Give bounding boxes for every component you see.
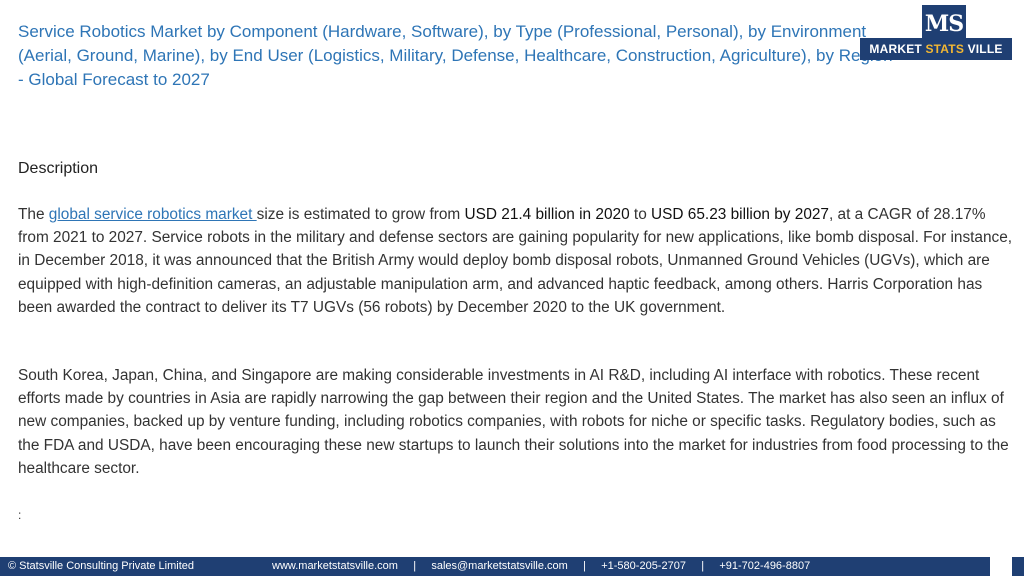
paragraph-prefix: The <box>18 206 49 223</box>
logo-monogram: MS <box>922 5 966 43</box>
paragraph-text: to <box>629 206 652 223</box>
logo-word-ville: VILLE <box>964 42 1003 56</box>
market-value-2027: USD 65.23 billion by 2027 <box>651 206 829 223</box>
market-stats-ville-logo[interactable]: MS MARKET STATS VILLE <box>860 5 1012 61</box>
footer-white-block <box>990 557 1012 576</box>
description-paragraph-2: South Korea, Japan, China, and Singapore… <box>18 367 1009 477</box>
market-value-2020: USD 21.4 billion in 2020 <box>464 206 630 223</box>
footer-contacts[interactable]: www.marketstatsville.com | sales@markets… <box>272 560 811 572</box>
logo-wordmark: MARKET STATS VILLE <box>860 38 1012 60</box>
global-service-robotics-market-link[interactable]: global service robotics market <box>48 206 257 223</box>
paragraph-text: size is estimated to grow from <box>256 206 465 223</box>
logo-word-market: MARKET <box>869 42 926 56</box>
page-title: Service Robotics Market by Component (Ha… <box>18 22 893 89</box>
footer-bar: © Statsville Consulting Private Limited … <box>0 557 1024 576</box>
stray-colon-marker: : <box>18 508 22 522</box>
description-paragraph-1: The global service robotics market size … <box>18 203 1014 319</box>
description-heading: Description <box>18 160 99 177</box>
paragraph-text: , at a CAGR of 28.17% from 2021 to 2027.… <box>18 206 1013 316</box>
footer-copyright: © Statsville Consulting Private Limited <box>8 560 195 572</box>
logo-word-stats: STATS <box>925 42 965 56</box>
